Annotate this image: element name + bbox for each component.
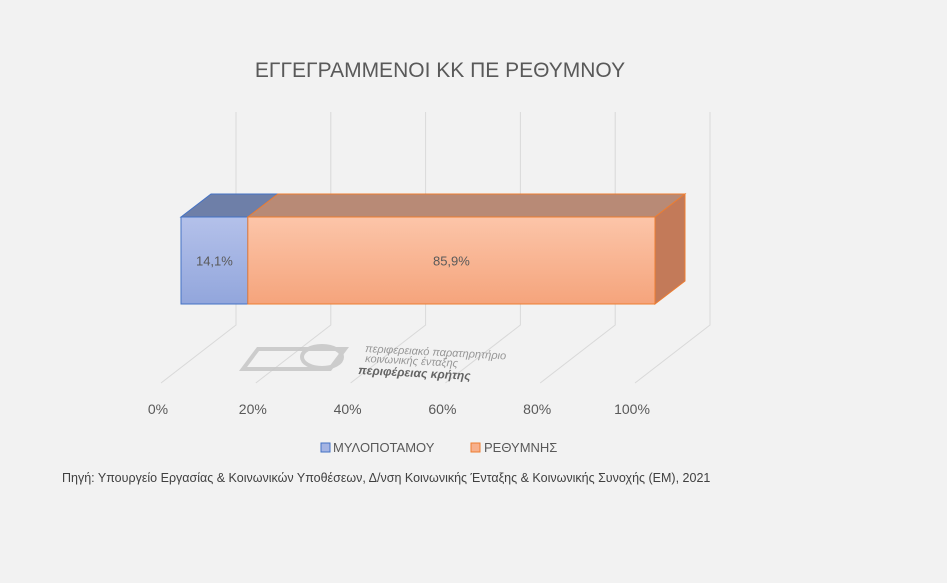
gridline (160, 112, 237, 384)
data-label: 14,1% (196, 254, 233, 269)
data-label: 85,9% (433, 254, 470, 269)
bar-segment-2: 85,9% (246, 192, 687, 306)
bar-top-face (246, 193, 687, 218)
x-tick-label: 40% (334, 401, 362, 417)
bar-series-group: 14,1% 85,9% (179, 192, 687, 306)
gridlines (160, 112, 711, 384)
watermark-logo: περιφερειακό παρατηρητήριο κοινωνικής έν… (239, 343, 506, 383)
gridline (255, 112, 332, 384)
bar-segment-1: 14,1% (179, 193, 280, 305)
x-axis-ticks: 0% 20% 40% 60% 80% 100% (148, 401, 650, 417)
legend-swatch-rethymnis (470, 442, 481, 453)
x-tick-label: 80% (523, 401, 551, 417)
x-tick-label: 60% (428, 401, 456, 417)
chart-title: ΕΓΓΕΓΡΑΜΜΕΝΟΙ ΚΚ ΠΕ ΡΕΘΥΜΝΟΥ (255, 59, 625, 82)
legend-label-rethymnis: ΡΕΘΥΜΝΗΣ (484, 440, 557, 455)
legend-label-mylopotamou: ΜΥΛΟΠΟΤΑΜΟΥ (333, 440, 435, 455)
gridline (350, 112, 427, 384)
legend-swatch-mylopotamou (320, 442, 331, 453)
legend: ΜΥΛΟΠΟΤΑΜΟΥ ΡΕΘΥΜΝΗΣ (320, 440, 557, 455)
x-tick-label: 0% (148, 401, 168, 417)
x-tick-label: 100% (614, 401, 650, 417)
watermark-line2: κοινωνικής ένταξης (365, 353, 459, 370)
gridline (634, 112, 711, 384)
gridline (539, 112, 616, 384)
gridline (445, 112, 521, 384)
source-note: Πηγή: Υπουργείο Εργασίας & Κοινωνικών Υπ… (62, 471, 710, 485)
x-tick-label: 20% (239, 401, 267, 417)
watermark-line3: περιφέρειας κρήτης (358, 363, 472, 383)
bar-front-face (180, 216, 249, 305)
bar-front-face (247, 216, 656, 305)
